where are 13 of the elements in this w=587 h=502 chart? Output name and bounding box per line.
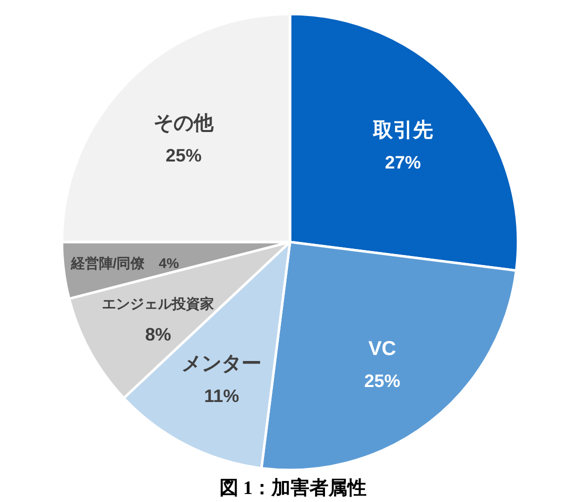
data-label: 4% <box>158 254 180 271</box>
data-label: 11% <box>204 386 240 406</box>
slice-label: エンジェル投資家 <box>102 295 214 312</box>
data-label: 25% <box>364 370 400 391</box>
data-label: 8% <box>145 324 172 344</box>
data-label: 25% <box>166 146 202 166</box>
slice-label: メンター <box>182 353 262 376</box>
slice-label: VC <box>368 338 396 360</box>
slice-label: その他 <box>154 112 215 135</box>
slice-label: 経営陣/同僚 <box>70 254 146 271</box>
data-label: 27% <box>384 152 421 172</box>
caption: 図 1：加害者属性 <box>219 477 367 499</box>
slice-label: 取引先 <box>372 119 433 142</box>
